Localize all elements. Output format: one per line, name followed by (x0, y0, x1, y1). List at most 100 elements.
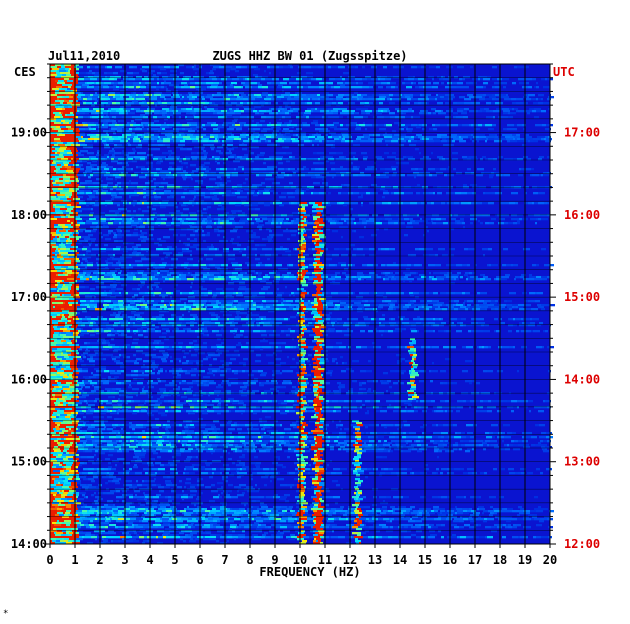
heatmap-cell (389, 94, 393, 97)
heatmap-cell (117, 162, 122, 165)
heatmap-cell (530, 140, 533, 143)
heatmap-cell (50, 170, 54, 173)
heatmap-cell (488, 138, 494, 141)
heatmap-cell (80, 278, 86, 281)
heatmap-cell (293, 172, 296, 175)
heatmap-cell (236, 128, 242, 131)
heatmap-cell (82, 218, 89, 221)
heatmap-cell (361, 202, 363, 205)
heatmap-cell (376, 192, 378, 195)
heatmap-cell (334, 128, 340, 131)
heatmap-cell (76, 84, 82, 87)
heatmap-cell (319, 108, 324, 111)
heatmap-cell (334, 86, 340, 89)
heatmap-cell (115, 92, 120, 95)
heatmap-cell (274, 278, 280, 281)
heatmap-cell (306, 158, 308, 161)
heatmap-cell (235, 226, 240, 229)
heatmap-cell (58, 196, 64, 199)
heatmap-cell (242, 222, 245, 225)
heatmap-cell (218, 136, 223, 139)
heatmap-cell (407, 98, 411, 101)
heatmap-cell (238, 274, 243, 277)
heatmap-cell (122, 166, 126, 169)
heatmap-cell (147, 268, 150, 271)
heatmap-cell (260, 272, 262, 275)
heatmap-cell (304, 276, 309, 279)
heatmap-cell (71, 262, 77, 265)
heatmap-cell (401, 124, 405, 127)
heatmap-cell (212, 78, 217, 81)
heatmap-cell (313, 192, 319, 195)
heatmap-cell (480, 78, 483, 81)
heatmap-cell (228, 254, 233, 257)
heatmap-cell (252, 248, 255, 251)
heatmap-cell (147, 220, 150, 223)
heatmap-cell (309, 276, 311, 279)
heatmap-cell (315, 238, 320, 241)
heatmap-cell (200, 76, 204, 79)
heatmap-cell (311, 276, 317, 279)
heatmap-cell (68, 240, 72, 243)
heatmap-cell (271, 158, 275, 161)
heatmap-cell (350, 280, 355, 283)
heatmap-cell (448, 96, 455, 99)
heatmap-cell (219, 182, 222, 185)
heatmap-cell (68, 140, 74, 143)
heatmap-cell (249, 234, 256, 237)
heatmap-cell (216, 272, 219, 275)
heatmap-cell (193, 276, 196, 279)
heatmap-cell (202, 112, 206, 115)
heatmap-cell (362, 264, 367, 267)
heatmap-cell (326, 94, 328, 97)
heatmap-cell (68, 164, 73, 167)
heatmap-cell (78, 196, 83, 199)
heatmap-cell (175, 128, 179, 131)
heatmap-cell (540, 278, 542, 281)
heatmap-cell (394, 276, 401, 279)
heatmap-cell (255, 156, 259, 159)
heatmap-cell (82, 222, 85, 225)
heatmap-cell (324, 98, 330, 101)
heatmap-cell (538, 202, 544, 205)
heatmap-cell (77, 280, 84, 283)
heatmap-cell (284, 218, 286, 221)
heatmap-cell (478, 124, 482, 127)
heatmap-cell (494, 172, 496, 175)
heatmap-cell (313, 278, 317, 281)
heatmap-cell (467, 168, 471, 171)
heatmap-cell (179, 202, 183, 205)
heatmap-cell (289, 122, 291, 125)
heatmap-cell (392, 130, 396, 133)
heatmap-cell (239, 278, 242, 281)
heatmap-cell (157, 272, 160, 275)
heatmap-cell (192, 66, 194, 69)
heatmap-cell (297, 202, 300, 205)
heatmap-cell (156, 102, 158, 105)
heatmap-cell (64, 252, 68, 255)
heatmap-cell (297, 76, 301, 79)
heatmap-cell (181, 204, 186, 207)
heatmap-cell (465, 272, 469, 275)
heatmap-cell (530, 218, 536, 221)
heatmap-cell (133, 140, 139, 143)
heatmap-cell (127, 110, 130, 113)
heatmap-cell (232, 264, 239, 267)
heatmap-cell (74, 206, 81, 209)
heatmap-cell (227, 134, 231, 137)
heatmap-cell (87, 86, 94, 89)
heatmap-cell (54, 122, 61, 125)
heatmap-cell (50, 74, 57, 77)
heatmap-cell (187, 148, 192, 151)
heatmap-cell (454, 278, 456, 281)
heatmap-cell (275, 248, 281, 251)
heatmap-cell (92, 248, 94, 251)
heatmap-cell (463, 86, 469, 89)
heatmap-cell (119, 174, 126, 177)
heatmap-cell (383, 190, 388, 193)
heatmap-cell (260, 120, 265, 123)
heatmap-cell (195, 272, 201, 275)
heatmap-cell (179, 158, 183, 161)
heatmap-cell (254, 78, 261, 81)
heatmap-cell (65, 114, 67, 117)
